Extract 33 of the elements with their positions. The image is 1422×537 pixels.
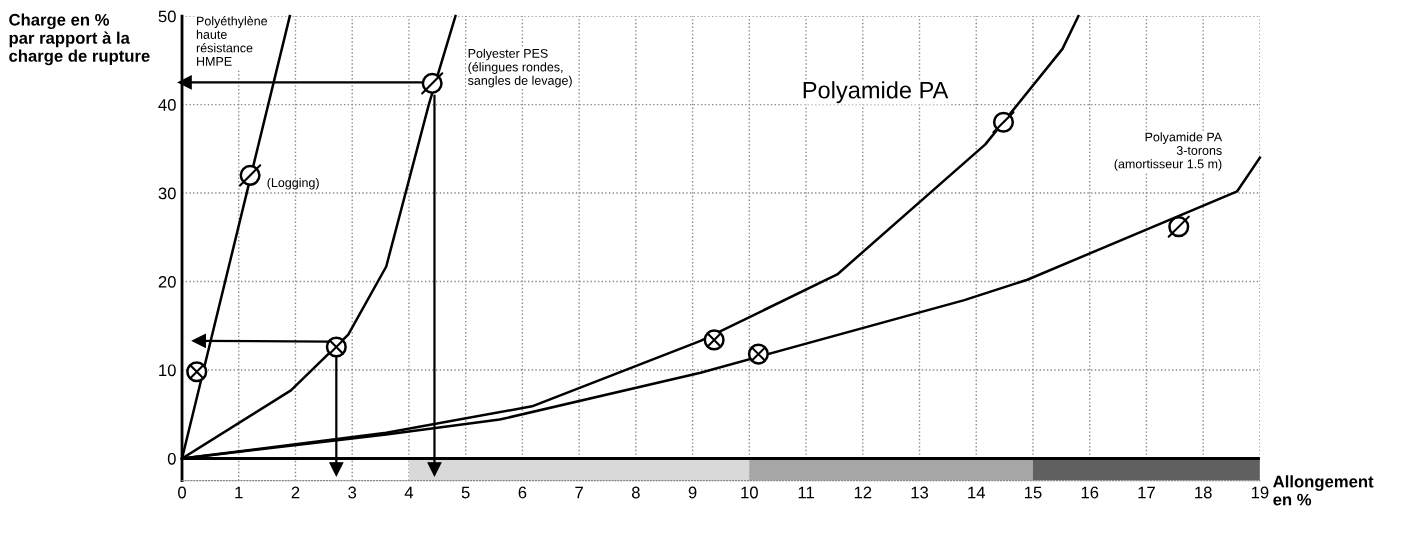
annotation: (Logging)	[267, 177, 319, 190]
y-tick-label: 50	[158, 10, 176, 23]
x-tick-label: 5	[461, 486, 470, 499]
series-label: Polyester PES (élingues rondes, sangles de levage)	[468, 48, 572, 88]
x-tick-label: 1	[235, 486, 243, 499]
x-tick-label: 4	[404, 486, 414, 499]
x-tick-label: 3	[348, 486, 357, 499]
x-tick-label: 11	[798, 486, 814, 499]
y-tick-label: 30	[158, 187, 176, 200]
x-tick-label: 14	[968, 486, 986, 499]
series-label: Polyéthylène haute résistance HMPE	[196, 16, 268, 66]
y-tick-label: 10	[159, 364, 176, 377]
x-tick-label: 16	[1081, 486, 1099, 499]
y-tick-label: 0	[167, 452, 176, 465]
y-tick-label: 40	[158, 98, 176, 111]
x-tick-label: 12	[854, 486, 872, 499]
y-axis-title: Charge en % par rapport à la charge de rupture	[9, 13, 150, 66]
x-tick-label: 2	[291, 486, 300, 499]
x-tick-label: 17	[1138, 486, 1155, 499]
x-axis-title: Allongement en %	[1273, 475, 1374, 506]
x-tick-label: 15	[1024, 486, 1042, 499]
series-label: Polyamide PA 3-torons (amortisseur 1.5 m)	[1114, 132, 1223, 171]
x-tick-label: 8	[631, 486, 640, 499]
x-tick-label: 18	[1195, 486, 1212, 499]
text: Polyamide PA	[803, 81, 949, 104]
x-tick-label: 7	[575, 486, 583, 499]
x-tick-label: 19	[1251, 486, 1269, 499]
x-tick-label: 9	[688, 486, 697, 499]
x-tick-label: 0	[178, 486, 186, 499]
x-tick-label: 13	[911, 486, 929, 499]
y-tick-label: 20	[158, 275, 176, 288]
x-tick-label: 10	[741, 486, 758, 499]
x-tick-label: 6	[518, 486, 527, 499]
